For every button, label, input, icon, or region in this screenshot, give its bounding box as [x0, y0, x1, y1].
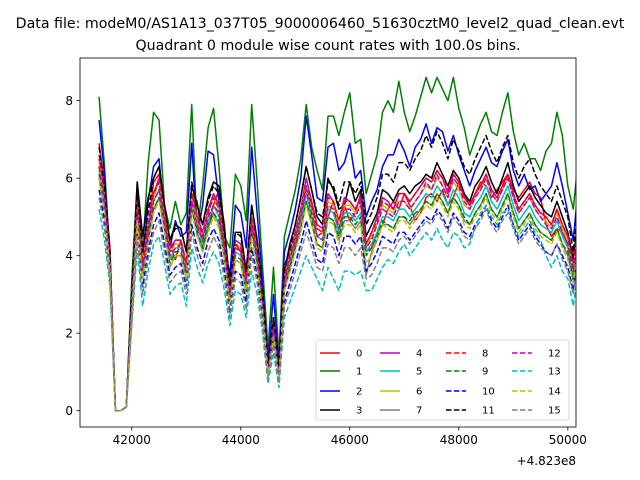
legend-label: 8 [482, 349, 488, 360]
figure-suptitle: Data file: modeM0/AS1A13_037T05_90000064… [16, 16, 625, 32]
legend-label: 9 [482, 367, 488, 378]
legend-label: 15 [548, 406, 561, 417]
legend-label: 4 [416, 349, 422, 360]
series-line-11 [98, 130, 576, 412]
series-line-2 [98, 115, 576, 412]
legend-box [315, 339, 570, 421]
legend-label: 5 [416, 367, 422, 378]
x-offset-label: +4.823e8 [517, 454, 576, 468]
series-line-14 [98, 178, 576, 412]
x-tick-label: 44000 [222, 433, 260, 447]
x-tick-label: 46000 [331, 433, 369, 447]
y-tick-label: 2 [65, 326, 73, 340]
x-tick-label: 50000 [549, 433, 587, 447]
series-line-9 [98, 174, 576, 412]
series-line-7 [98, 178, 576, 412]
series-line-15 [98, 197, 576, 412]
legend-label: 3 [356, 406, 362, 417]
series-line-10 [98, 189, 576, 412]
legend-label: 1 [356, 367, 362, 378]
y-tick-label: 0 [65, 404, 73, 418]
legend-label: 12 [548, 349, 561, 360]
legend-label: 0 [356, 349, 362, 360]
plot-frame [79, 57, 577, 428]
legend-label: 7 [416, 406, 422, 417]
legend-label: 13 [548, 367, 561, 378]
series-line-13 [98, 204, 576, 412]
series-layer [98, 76, 576, 412]
x-axis: 42000 44000 46000 48000 50000 [113, 427, 587, 447]
y-tick-label: 4 [65, 249, 73, 263]
series-line-1 [98, 76, 576, 412]
x-tick-label: 42000 [113, 433, 151, 447]
x-tick-label: 48000 [440, 433, 478, 447]
y-tick-label: 8 [65, 94, 73, 108]
legend-label: 10 [482, 387, 495, 398]
legend-label: 2 [356, 387, 362, 398]
y-tick-label: 6 [65, 171, 73, 185]
legend-label: 11 [482, 406, 495, 417]
legend-label: 14 [548, 387, 561, 398]
series-line-8 [98, 154, 576, 412]
legend-label: 6 [416, 387, 422, 398]
chart-title: Quadrant 0 module wise count rates with … [135, 38, 520, 54]
series-line-12 [98, 166, 576, 412]
y-axis: 0 2 4 6 8 [65, 94, 80, 418]
